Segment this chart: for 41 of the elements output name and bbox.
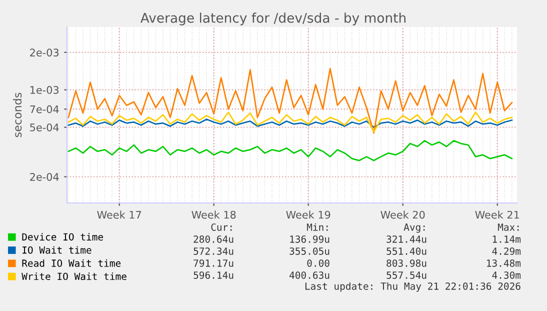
line-series — [68, 140, 513, 162]
x-tick-label: Week 20 — [380, 210, 425, 219]
text: 136.99u — [290, 235, 330, 243]
x-tick-label: Week 18 — [192, 210, 236, 219]
text: 13.48m — [487, 259, 521, 267]
text: 557.54u — [386, 272, 426, 279]
y-axis-title: seconds — [13, 92, 22, 138]
line-series — [68, 118, 513, 128]
text: 4.29m — [492, 247, 521, 255]
text: 1.14m — [492, 236, 521, 243]
chart-title: Average latency for /dev/sda - by month — [140, 12, 406, 26]
y-tick-label: 1e-03 — [30, 86, 59, 94]
legend-label: Read IO Wait time — [22, 259, 121, 267]
text: Max: — [498, 224, 519, 231]
text: Avg: — [404, 224, 425, 233]
y-tick-label: 7e-04 — [30, 105, 59, 114]
text: 0.00 — [307, 259, 330, 267]
legend-label: Device IO time — [22, 233, 103, 241]
text: 572.34u — [194, 247, 234, 255]
text: Min: — [306, 223, 328, 231]
legend-label: IO Wait time — [22, 246, 92, 254]
x-tick-label: Week 21 — [475, 210, 519, 219]
text: 596.14u — [194, 271, 234, 279]
x-tick-label: Week 19 — [286, 210, 330, 219]
text: 803.98u — [386, 259, 426, 267]
text: Last update: Thu May 21 22:01:36 2026 — [305, 282, 520, 292]
line-series — [68, 112, 513, 132]
line-series — [68, 68, 513, 134]
text: 400.63u — [290, 271, 330, 279]
text: 280.64u — [194, 235, 234, 243]
text: 355.05u — [290, 247, 330, 255]
text: 551.40u — [386, 247, 426, 255]
text: 791.17u — [194, 259, 234, 267]
text: Cur: — [211, 223, 232, 231]
y-tick-label: 5e-04 — [30, 123, 59, 132]
legend-label: Write IO Wait time — [22, 272, 126, 280]
y-tick-label: 2e-04 — [30, 172, 59, 181]
y-tick-label: 2e-03 — [30, 48, 59, 56]
text: 321.44u — [386, 235, 426, 243]
text: 4.30m — [492, 271, 521, 279]
x-tick-label: Week 17 — [97, 210, 142, 219]
